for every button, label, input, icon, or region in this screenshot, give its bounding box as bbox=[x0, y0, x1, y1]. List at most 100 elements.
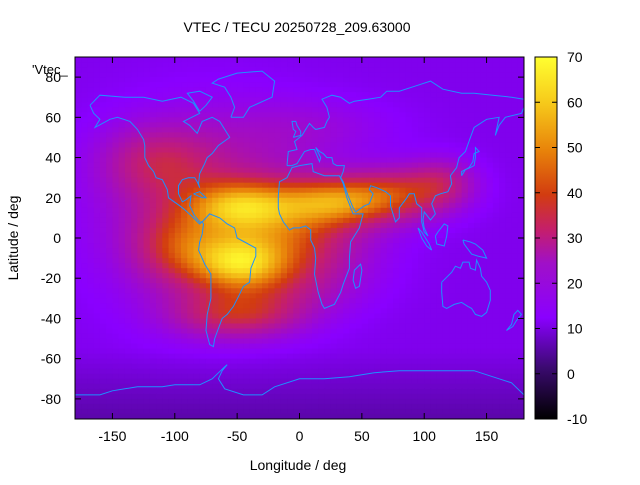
heatmap-cell bbox=[168, 132, 176, 139]
heatmap-cell bbox=[442, 348, 450, 355]
heatmap-cell bbox=[517, 202, 524, 209]
heatmap-cell bbox=[361, 217, 369, 224]
heatmap-cell bbox=[162, 162, 170, 169]
heatmap-cell bbox=[324, 202, 332, 209]
heatmap-cell bbox=[181, 182, 188, 189]
heatmap-cell bbox=[93, 177, 101, 184]
heatmap-cell bbox=[99, 212, 107, 219]
heatmap-cell bbox=[287, 107, 294, 113]
heatmap-cell bbox=[386, 212, 394, 219]
heatmap-cell bbox=[287, 388, 294, 395]
heatmap-cell bbox=[330, 248, 338, 254]
heatmap-cell bbox=[343, 117, 350, 123]
heatmap-cell bbox=[168, 192, 176, 199]
heatmap-cell bbox=[424, 283, 432, 289]
heatmap-cell bbox=[311, 298, 319, 304]
heatmap-cell bbox=[486, 388, 494, 395]
heatmap-cell bbox=[424, 137, 432, 144]
heatmap-cell bbox=[455, 192, 463, 199]
heatmap-cell bbox=[237, 67, 244, 73]
heatmap-cell bbox=[274, 102, 282, 108]
heatmap-cell bbox=[262, 67, 269, 73]
heatmap-cell bbox=[461, 273, 469, 279]
heatmap-cell bbox=[336, 333, 344, 340]
heatmap-cell bbox=[143, 212, 151, 219]
heatmap-cell bbox=[268, 97, 276, 103]
heatmap-cell bbox=[181, 393, 188, 400]
heatmap-cell bbox=[455, 378, 463, 385]
heatmap-cell bbox=[205, 97, 213, 103]
heatmap-cell bbox=[411, 87, 419, 93]
heatmap-cell bbox=[511, 343, 519, 350]
heatmap-cell bbox=[461, 313, 469, 320]
heatmap-cell bbox=[293, 172, 301, 179]
heatmap-cell bbox=[181, 333, 188, 340]
heatmap-cell bbox=[411, 222, 419, 229]
heatmap-cell bbox=[336, 192, 344, 199]
heatmap-cell bbox=[336, 147, 344, 154]
heatmap-cell bbox=[156, 182, 163, 189]
heatmap-cell bbox=[262, 283, 269, 289]
heatmap-cell bbox=[318, 243, 326, 249]
heatmap-cell bbox=[361, 207, 369, 214]
heatmap-cell bbox=[361, 278, 369, 284]
heatmap-cell bbox=[205, 92, 213, 98]
heatmap-cell bbox=[305, 127, 313, 134]
heatmap-cell bbox=[424, 328, 432, 335]
heatmap-cell bbox=[380, 82, 388, 88]
heatmap-cell bbox=[287, 202, 294, 209]
heatmap-cell bbox=[187, 122, 195, 128]
heatmap-cell bbox=[449, 102, 457, 108]
heatmap-cell bbox=[137, 378, 145, 385]
heatmap-cell bbox=[274, 298, 282, 304]
heatmap-cell bbox=[187, 393, 195, 400]
heatmap-cell bbox=[405, 227, 413, 234]
heatmap-cell bbox=[505, 273, 513, 279]
heatmap-cell bbox=[368, 142, 375, 149]
heatmap-cell bbox=[486, 358, 494, 365]
heatmap-cell bbox=[224, 127, 232, 134]
heatmap-cell bbox=[480, 343, 488, 350]
heatmap-cell bbox=[480, 328, 488, 335]
heatmap-cell bbox=[318, 212, 326, 219]
heatmap-cell bbox=[118, 67, 126, 73]
heatmap-cell bbox=[99, 82, 107, 88]
heatmap-cell bbox=[442, 202, 450, 209]
heatmap-cell bbox=[168, 102, 176, 108]
heatmap-cell bbox=[449, 283, 457, 289]
heatmap-cell bbox=[324, 338, 332, 345]
heatmap-cell bbox=[168, 117, 176, 123]
heatmap-cell bbox=[368, 187, 375, 194]
heatmap-cell bbox=[193, 147, 201, 154]
heatmap-cell bbox=[511, 263, 519, 269]
heatmap-cell bbox=[442, 253, 450, 259]
heatmap-cell bbox=[124, 77, 132, 83]
heatmap-cell bbox=[99, 112, 107, 118]
heatmap-cell bbox=[262, 383, 269, 390]
heatmap-cell bbox=[455, 97, 463, 103]
heatmap-cell bbox=[181, 222, 188, 229]
heatmap-cell bbox=[486, 102, 494, 108]
heatmap-cell bbox=[268, 238, 276, 244]
heatmap-cell bbox=[399, 137, 407, 144]
heatmap-cell bbox=[156, 132, 163, 139]
heatmap-cell bbox=[349, 97, 357, 103]
heatmap-cell bbox=[243, 238, 251, 244]
heatmap-cell bbox=[499, 157, 506, 164]
heatmap-cell bbox=[305, 318, 313, 325]
heatmap-cell bbox=[193, 122, 201, 128]
heatmap-cell bbox=[87, 373, 95, 380]
heatmap-cell bbox=[411, 202, 419, 209]
heatmap-cell bbox=[118, 318, 126, 325]
heatmap-cell bbox=[492, 283, 500, 289]
heatmap-cell bbox=[124, 212, 132, 219]
heatmap-cell bbox=[93, 278, 101, 284]
heatmap-cell bbox=[156, 222, 163, 229]
heatmap-cell bbox=[305, 137, 313, 144]
heatmap-cell bbox=[156, 212, 163, 219]
heatmap-cell bbox=[368, 57, 375, 63]
heatmap-cell bbox=[311, 202, 319, 209]
heatmap-cell bbox=[193, 117, 201, 123]
heatmap-cell bbox=[361, 283, 369, 289]
heatmap-cell bbox=[467, 102, 475, 108]
